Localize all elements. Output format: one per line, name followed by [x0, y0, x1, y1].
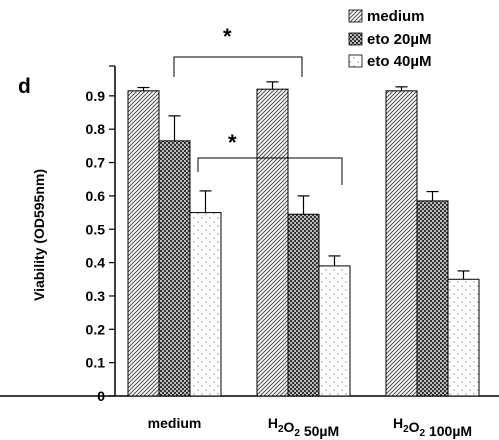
y-tick-label: 0.7: [86, 155, 106, 171]
significance-brackets: **: [173, 24, 343, 185]
y-tick-label: 0.4: [86, 255, 106, 271]
y-axis-label: Viability (OD595nm): [31, 169, 47, 301]
significance-bracket: [197, 157, 343, 185]
legend-label: medium: [367, 8, 425, 25]
y-tick-label: 0.1: [86, 355, 106, 371]
significance-bracket: [173, 56, 303, 77]
y-axis: 0 0.1 0.2 0.3 0.4 0.5 0.6 0.7 0.8 0.9: [0, 65, 499, 404]
y-tick-label: 0.9: [86, 88, 106, 104]
bar: [256, 88, 289, 397]
bar: [189, 212, 222, 397]
legend-swatch: [348, 32, 363, 46]
legend-label: eto 20µM: [367, 31, 432, 48]
x-tick-label: medium: [148, 415, 202, 431]
bar: [287, 213, 320, 397]
x-tick-label: H2O2 100µM: [393, 415, 472, 439]
panel-label: d: [18, 75, 31, 98]
bars: [127, 81, 480, 397]
x-axis-labels: medium H2O2 50µM H2O2 100µM: [148, 415, 472, 439]
y-tick-label: 0.5: [86, 221, 106, 237]
bar: [416, 200, 449, 397]
bar: [158, 140, 191, 397]
legend-swatch: [348, 54, 363, 68]
y-tick-label: 0.8: [86, 121, 106, 137]
x-tick-label: H2O2 50µM: [268, 415, 339, 439]
bar: [318, 265, 351, 397]
y-tick-label: 0.3: [86, 288, 106, 304]
significance-star: *: [228, 130, 237, 155]
significance-star: *: [223, 24, 232, 49]
y-tick-label: 0: [97, 388, 105, 404]
bar: [447, 278, 480, 397]
bar: [385, 90, 418, 397]
y-tick-label: 0.2: [86, 321, 106, 337]
y-tick-label: 0.6: [86, 188, 106, 204]
bar: [127, 90, 160, 397]
legend-swatch: [348, 9, 363, 23]
legend: medium eto 20µM eto 40µM: [348, 8, 432, 70]
legend-label: eto 40µM: [367, 53, 432, 70]
